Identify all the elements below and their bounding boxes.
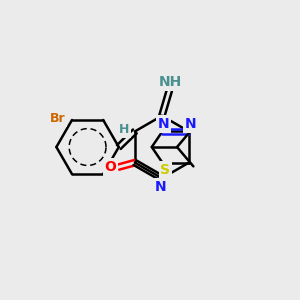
Text: S: S	[160, 163, 170, 177]
Text: O: O	[104, 160, 116, 174]
Text: N: N	[158, 117, 170, 131]
Text: NH: NH	[159, 75, 182, 89]
Text: N: N	[154, 180, 166, 194]
Text: N: N	[184, 117, 196, 131]
Text: H: H	[119, 123, 129, 136]
Text: Br: Br	[50, 112, 65, 125]
